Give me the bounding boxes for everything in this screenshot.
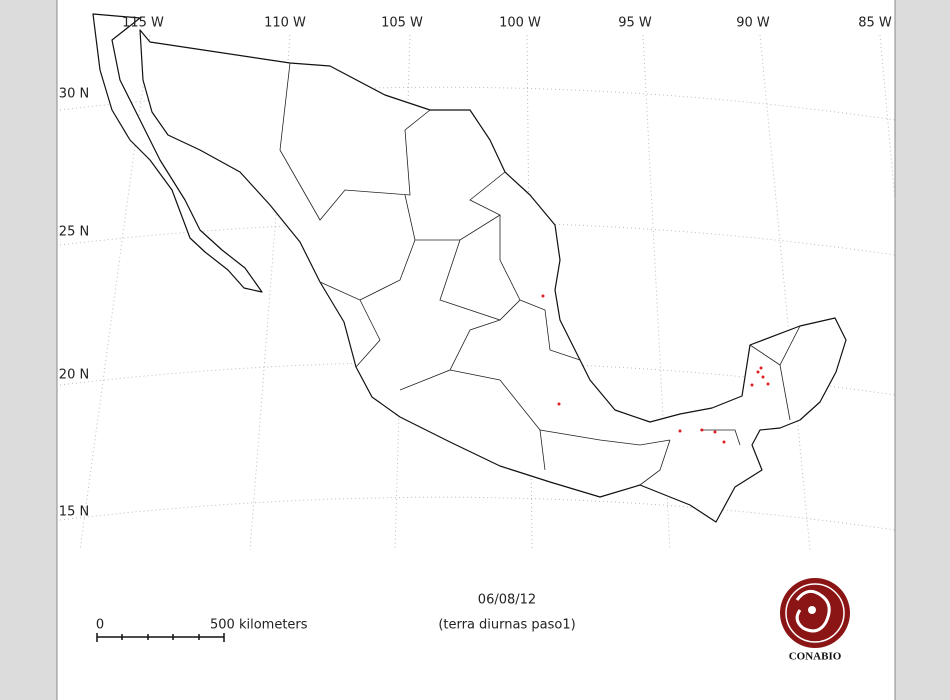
subtitle: (terra diurnas paso1) [438,618,575,633]
longitude-labels: 115 W 110 W 105 W 100 W 95 W 90 W 85 W [122,16,892,31]
latitude-label: 20 N [59,368,89,383]
latitude-label: 30 N [59,87,89,102]
longitude-label: 90 W [736,16,770,31]
scale-end: 500 kilometers [210,618,308,633]
latitude-label: 25 N [59,225,89,240]
longitude-label: 95 W [618,16,652,31]
longitude-label: 100 W [499,16,541,31]
date: 06/08/12 [478,593,536,608]
longitude-label: 85 W [858,16,892,31]
right-border [895,0,950,700]
logo-text: CONABIO [789,651,842,663]
fire-points [541,294,770,444]
longitude-label: 115 W [122,16,164,31]
latitude-labels: 30 N 25 N 20 N 15 N [59,87,89,520]
scale-bar: 0 500 kilometers [96,618,308,642]
scale-start: 0 [96,618,104,633]
mexico-outline [92,13,847,523]
latitude-label: 15 N [59,505,89,520]
left-border [0,0,57,700]
longitude-label: 105 W [381,16,423,31]
longitude-label: 110 W [264,16,306,31]
conabio-logo: CONABIO [780,578,850,663]
